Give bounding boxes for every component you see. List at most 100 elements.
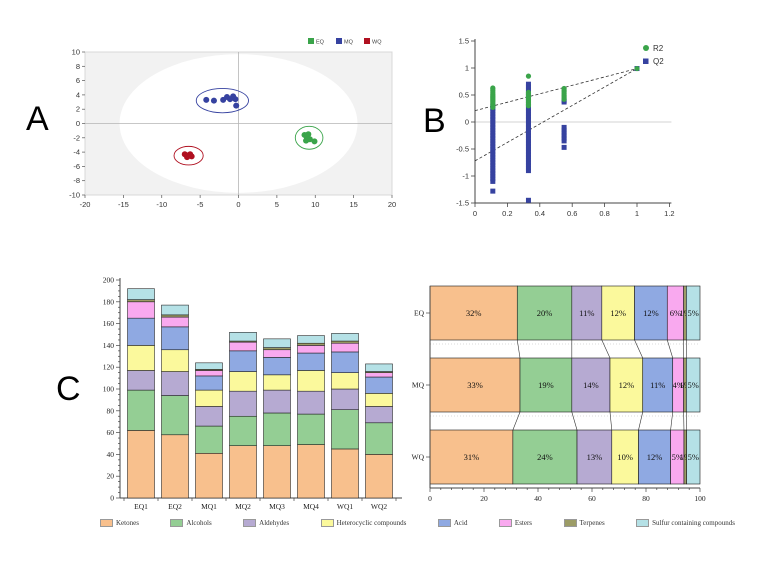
data-point	[525, 151, 531, 157]
data-point	[188, 153, 195, 160]
axis-ticks: 0 20 40 60 80 100	[428, 488, 706, 503]
svg-text:1.2: 1.2	[664, 209, 674, 218]
bar-segment	[127, 345, 155, 371]
svg-text:100: 100	[103, 385, 115, 394]
data-point	[525, 138, 531, 144]
bar-segment	[263, 338, 291, 348]
bar-segment	[263, 389, 291, 414]
svg-text:24%: 24%	[537, 452, 553, 462]
bar-segment	[161, 349, 189, 372]
bar-segment	[127, 430, 155, 499]
bar-segment	[297, 345, 325, 354]
svg-text:-1: -1	[462, 172, 469, 181]
bar-segment	[365, 372, 393, 378]
bar-segment	[365, 422, 393, 455]
svg-text:Q2: Q2	[653, 57, 664, 66]
data-point	[525, 89, 532, 95]
bar-segment	[571, 357, 611, 413]
data-point	[490, 130, 496, 136]
svg-text:20%: 20%	[537, 308, 553, 318]
bar-segment	[127, 301, 155, 319]
data-point	[634, 65, 640, 72]
legend-label: Ketones	[116, 519, 139, 527]
svg-text:120: 120	[103, 363, 115, 372]
svg-text:WQ2: WQ2	[371, 502, 387, 511]
bar-segment	[195, 362, 223, 370]
svg-text:33%: 33%	[467, 380, 483, 390]
svg-text:EQ1: EQ1	[134, 502, 148, 511]
row-labels: EQ MQ WQ	[412, 309, 430, 462]
data-point	[490, 154, 496, 160]
legend-swatch	[170, 519, 184, 527]
bar-segment	[297, 444, 325, 499]
data-point	[525, 87, 531, 93]
data-point	[561, 124, 567, 130]
bar-segment	[634, 285, 668, 341]
svg-text:10: 10	[311, 200, 319, 209]
bar-segment	[365, 363, 393, 372]
svg-text:12%: 12%	[610, 308, 626, 318]
svg-text:1%: 1%	[679, 380, 690, 390]
bar-segment	[195, 370, 223, 377]
svg-text:10%: 10%	[617, 452, 633, 462]
bar-segment	[161, 371, 189, 396]
svg-text:180: 180	[103, 297, 115, 306]
svg-text:MQ3: MQ3	[269, 502, 285, 511]
data-point	[525, 154, 531, 160]
bar-series-Aldehydes	[127, 370, 393, 427]
svg-text:MQ2: MQ2	[235, 502, 251, 511]
mosaic-connectors	[512, 339, 687, 431]
axis-ticks: 0 20 40 60 80 100 120 140 160 180 200	[103, 276, 397, 503]
data-point	[561, 135, 567, 141]
bar-series-Sulfur containing compounds	[127, 288, 393, 372]
bar-segment	[297, 370, 325, 392]
series-EQ	[294, 125, 324, 150]
bar-segment	[161, 304, 189, 316]
percent-row-MQ: 33% 19% 14% 12% 11% 4%1%5%	[429, 357, 701, 413]
svg-text:1%: 1%	[679, 308, 690, 318]
svg-text:MQ: MQ	[344, 40, 354, 46]
bar-segment	[229, 341, 257, 352]
bar-segment	[229, 415, 257, 446]
data-point	[490, 135, 496, 141]
svg-text:-20: -20	[80, 200, 91, 209]
bar-segment	[365, 406, 393, 424]
svg-text:31%: 31%	[464, 452, 480, 462]
data-point	[525, 73, 532, 79]
bar-segment	[127, 370, 155, 391]
compound-count-stacked-bar-chart: 0 20 40 60 80 100 120 140 160 180 200 EQ1 EQ2 MQ1 MQ2 M…	[103, 276, 402, 511]
bar-segment	[331, 388, 359, 410]
bar-segment	[297, 352, 325, 371]
bar-segment	[195, 389, 223, 407]
svg-text:8: 8	[76, 62, 80, 71]
data-point	[490, 165, 496, 171]
bar-segment	[576, 429, 613, 485]
svg-text:12%: 12%	[647, 452, 663, 462]
data-point	[490, 114, 496, 120]
data-point	[525, 141, 531, 147]
svg-text:13%: 13%	[587, 452, 603, 462]
data-point	[490, 170, 496, 176]
bar-segment	[331, 409, 359, 450]
svg-text:0.8: 0.8	[599, 209, 609, 218]
data-point	[561, 144, 567, 150]
data-point	[525, 81, 531, 87]
regression-line	[474, 68, 638, 112]
data-point	[490, 133, 496, 138]
data-point	[490, 119, 496, 125]
bar-segment	[127, 299, 155, 303]
data-point	[490, 146, 496, 152]
svg-text:20: 20	[388, 200, 396, 209]
data-point	[561, 127, 567, 133]
svg-text:80: 80	[642, 494, 650, 503]
svg-text:EQ: EQ	[414, 309, 425, 318]
legend-label: Acid	[453, 519, 468, 527]
data-point	[303, 137, 310, 144]
bar-segment	[161, 434, 189, 499]
data-point	[561, 133, 567, 138]
data-point	[203, 96, 210, 103]
bar-segment	[642, 357, 674, 413]
